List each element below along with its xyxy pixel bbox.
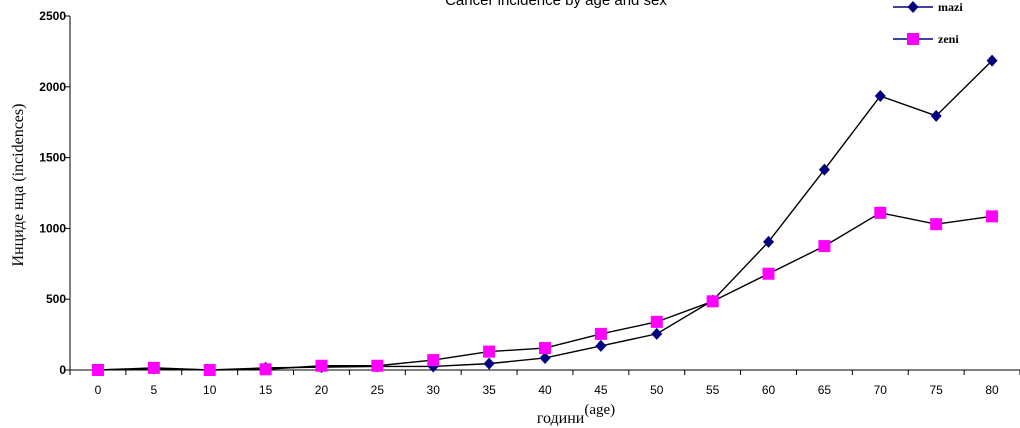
series-layer (91, 54, 999, 376)
data-point-mazi (539, 351, 551, 364)
x-tick-label: 0 (95, 383, 102, 397)
data-point-zeni (930, 218, 943, 231)
y-tick-labels: 0 500 1000 1500 2000 2500 (39, 9, 70, 377)
data-point-zeni (986, 210, 999, 223)
data-point-zeni (371, 359, 384, 372)
data-point-zeni (818, 240, 831, 253)
x-tick-label: 10 (203, 383, 217, 397)
x-tick-label: 20 (315, 383, 329, 397)
x-tick-label: 80 (985, 383, 999, 397)
legend: mazi zeni (893, 0, 963, 46)
data-point-zeni (650, 315, 663, 328)
x-tick-label: 70 (874, 383, 888, 397)
data-point-zeni (706, 295, 719, 308)
data-point-mazi (595, 339, 607, 352)
x-axis-label-sup: (age) (584, 402, 615, 418)
legend-marker (907, 33, 919, 45)
data-point-mazi (763, 235, 775, 248)
data-point-zeni (874, 206, 887, 219)
data-point-mazi (483, 357, 495, 370)
data-point-zeni (427, 354, 440, 367)
legend-label: zeni (938, 32, 959, 46)
x-tick-label: 15 (259, 383, 273, 397)
data-point-zeni (203, 364, 216, 376)
x-tick-label: 45 (594, 383, 608, 397)
axes (69, 16, 1020, 371)
data-point-mazi (651, 327, 663, 340)
data-point-zeni (91, 364, 104, 376)
chart-title: Cancer incidence by age and sex (445, 0, 667, 9)
y-axis-label: Инциде нца (incidences) (10, 104, 27, 267)
data-point-zeni (259, 363, 272, 376)
x-tick-label: 60 (762, 383, 776, 397)
y-tick-label: 1000 (39, 221, 66, 235)
x-tick-label: 35 (482, 383, 496, 397)
legend-marker (907, 1, 919, 13)
y-tick-label: 2500 (39, 9, 66, 23)
data-point-zeni (762, 267, 775, 280)
x-axis-label: години(age) (537, 402, 615, 427)
series-zeni (91, 206, 999, 376)
legend-label: mazi (938, 0, 963, 14)
x-axis-label-main: години (537, 410, 585, 427)
y-tick-label: 500 (46, 292, 66, 306)
data-point-zeni (147, 361, 160, 374)
legend-item-mazi: mazi (893, 0, 963, 14)
series-mazi (92, 54, 998, 376)
data-point-mazi (874, 90, 886, 103)
series-line-mazi (97, 60, 993, 371)
data-point-mazi (986, 54, 998, 67)
y-tick-label: 1500 (39, 151, 66, 165)
data-point-zeni (539, 342, 551, 355)
x-tick-label: 50 (650, 383, 664, 397)
data-point-zeni (594, 327, 607, 340)
data-point-zeni (315, 359, 328, 372)
x-tick-label: 25 (371, 383, 385, 397)
x-tick-label: 65 (818, 383, 832, 397)
x-tick-labels: 0 5 10 15 20 25 30 35 40 45 50 55 60 65 70 75 80 (69, 370, 1020, 397)
x-tick-label: 75 (929, 383, 943, 397)
x-tick-label: 5 (150, 383, 157, 397)
data-point-zeni (483, 345, 496, 358)
data-point-mazi (930, 109, 942, 122)
legend-item-zeni: zeni (893, 32, 959, 46)
data-point-mazi (818, 163, 830, 176)
x-tick-label: 40 (538, 383, 552, 397)
y-tick-label: 0 (59, 363, 66, 377)
x-tick-label: 55 (706, 383, 720, 397)
x-tick-label: 30 (427, 383, 441, 397)
y-tick-label: 2000 (39, 80, 66, 94)
